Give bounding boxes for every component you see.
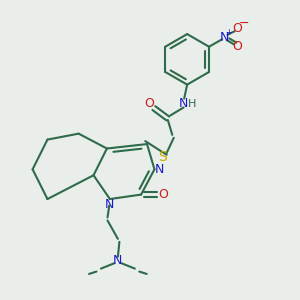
Text: N: N [113,254,123,267]
Text: O: O [232,22,242,35]
Text: O: O [158,188,168,201]
Text: N: N [220,31,229,44]
Text: −: − [238,17,249,30]
Text: H: H [188,99,197,109]
Text: N: N [155,163,164,176]
Text: O: O [232,40,242,53]
Text: N: N [179,97,188,110]
Text: N: N [105,198,114,211]
Text: S: S [158,150,167,164]
Text: +: + [225,28,232,37]
Text: O: O [144,97,154,110]
